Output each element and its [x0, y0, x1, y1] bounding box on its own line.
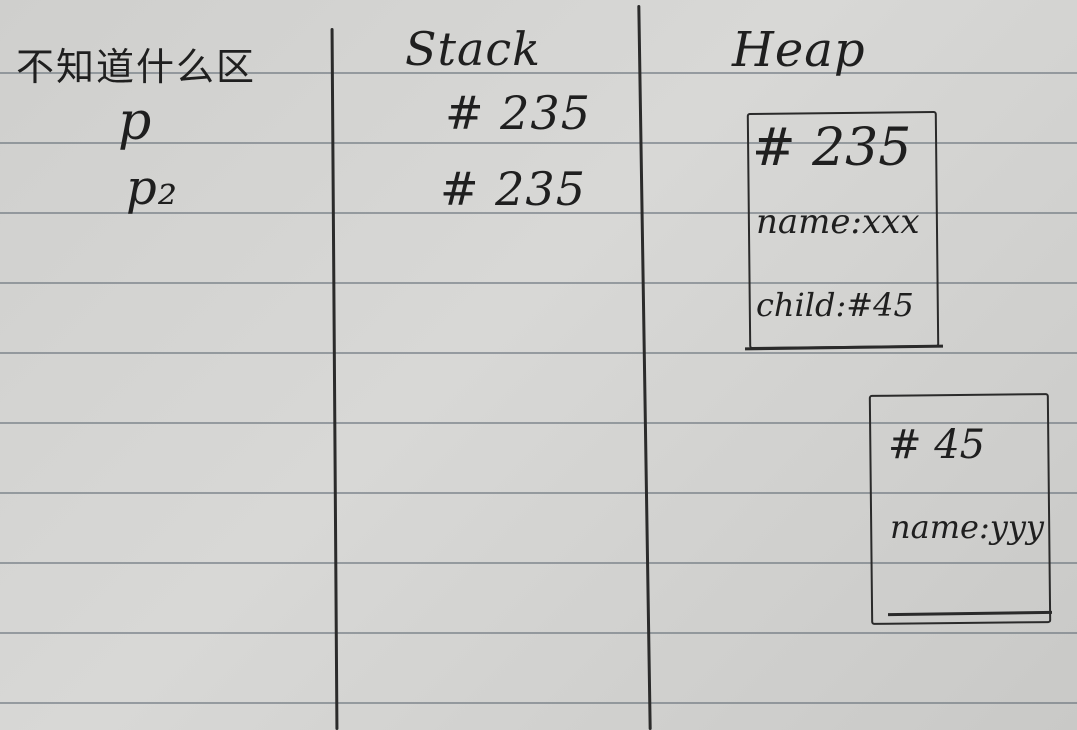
- variable-p2: p₂: [126, 160, 178, 216]
- unknown-region-title: 不知道什么区: [16, 45, 257, 89]
- heap-object-235-address: # 235: [752, 118, 912, 178]
- heap-object-45-name-field: name:yyy: [890, 508, 1044, 546]
- column-divider-left: [330, 27, 339, 730]
- heap-object-235-name-field: name:xxx: [756, 202, 920, 242]
- stack-ref-p2: # 235: [440, 162, 586, 216]
- variable-p: p: [118, 92, 153, 152]
- heap-title: Heap: [732, 22, 866, 78]
- column-divider-right: [637, 5, 652, 730]
- stack-ref-p: # 235: [445, 86, 591, 140]
- heap-object-45-address: # 45: [888, 422, 986, 468]
- heap-object-235-child-field: child:#45: [756, 286, 914, 324]
- stack-title: Stack: [405, 22, 542, 76]
